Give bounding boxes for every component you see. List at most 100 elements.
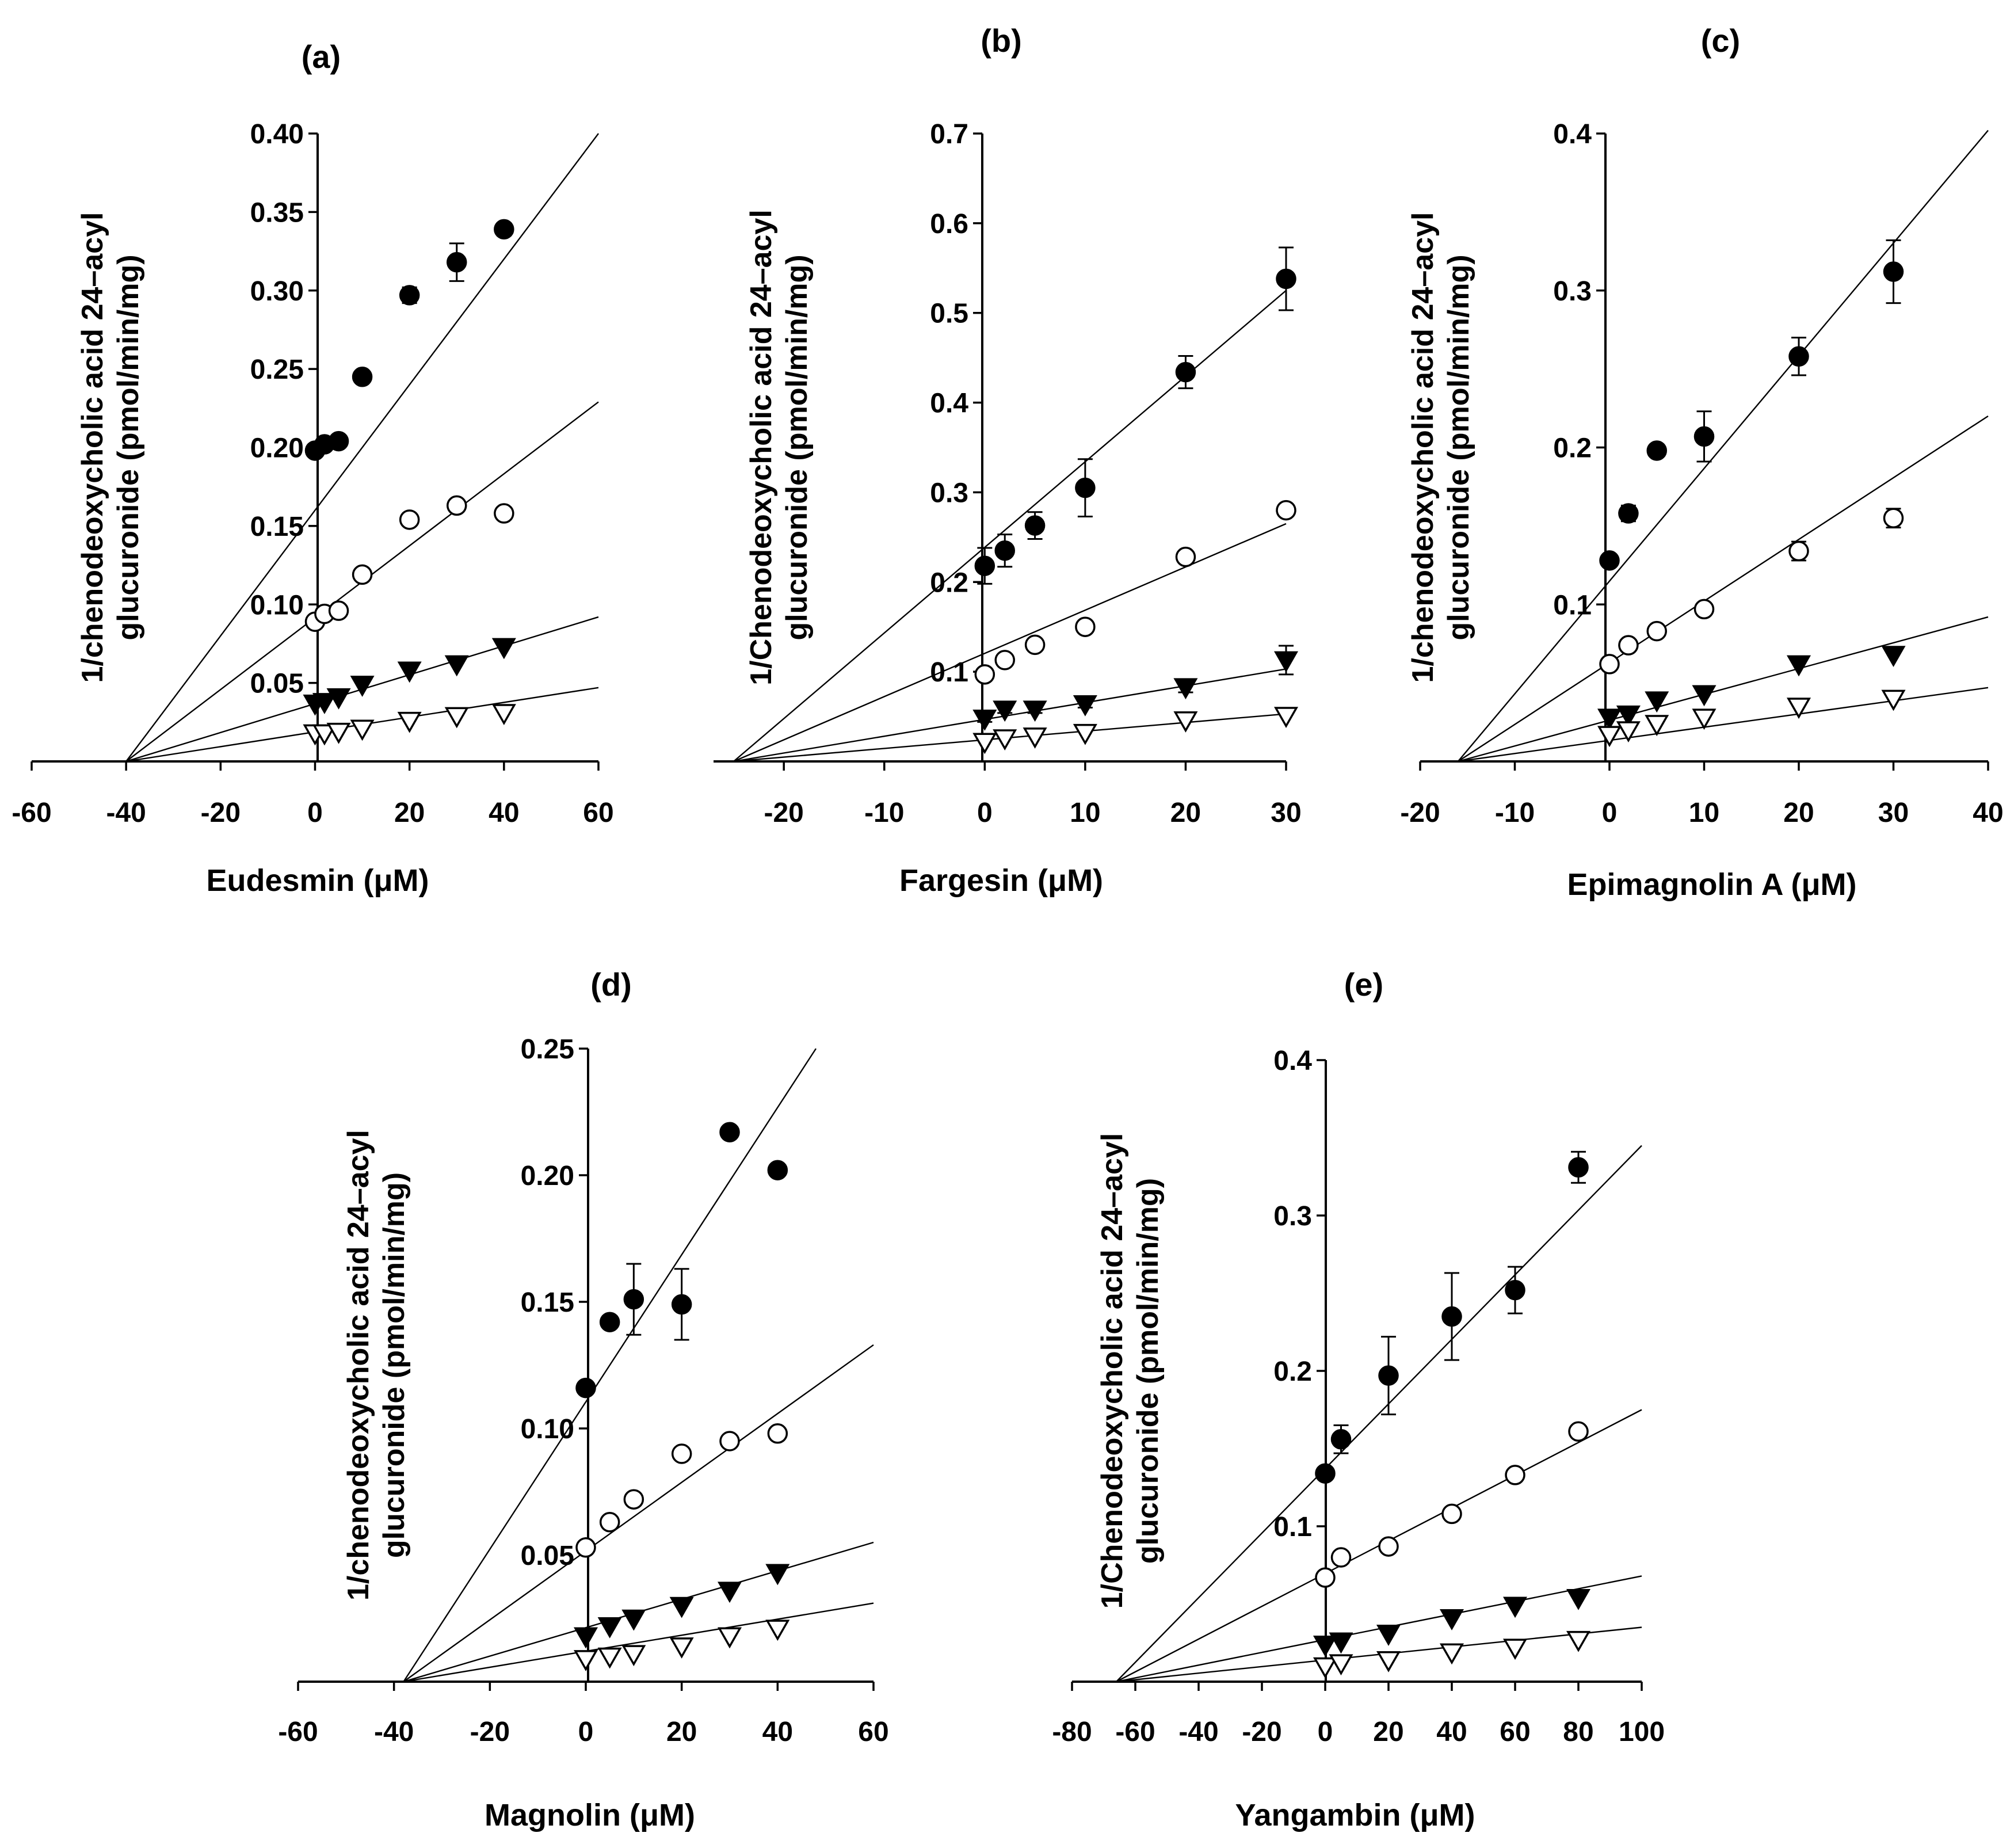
- x-tick-label: -20: [764, 798, 804, 828]
- data-point-open-triangle-down: [1329, 1654, 1353, 1676]
- data-point-open-circle: [575, 1537, 596, 1558]
- panel-title: (a): [302, 39, 341, 75]
- panel-title: (c): [1701, 22, 1740, 59]
- data-point-filled-triangle-down: [1439, 1609, 1464, 1630]
- x-tick-label: -10: [1495, 798, 1535, 828]
- y-axis-label: glucuronide (pmol/min/mg): [1131, 1178, 1165, 1564]
- data-point-filled-circle: [575, 1377, 596, 1399]
- y-tick-label: 0.7: [930, 119, 968, 150]
- y-tick-label: 0.20: [250, 433, 304, 464]
- y-axis-label: 1/Chenodeoxycholic acid 24–acyl: [745, 209, 778, 685]
- y-tick-label: 0.4: [930, 388, 968, 419]
- x-tick-label: 20: [1373, 1717, 1403, 1747]
- x-tick-label: 10: [1070, 798, 1100, 828]
- panel-4: (d) -60 -40 -20 0 20 40 60 0.05 0.10 0.15 0.20 0.25 M…: [278, 966, 888, 1832]
- data-point-open-circle: [994, 650, 1015, 670]
- x-tick-label: 10: [1689, 798, 1719, 828]
- fit-line: [1458, 415, 1989, 763]
- x-tick-label: 0: [1602, 798, 1618, 828]
- data-point-open-triangle-down: [326, 722, 351, 744]
- x-tick-label: 40: [1973, 798, 2003, 828]
- data-point-open-circle: [1024, 634, 1046, 656]
- data-point-open-circle: [399, 509, 420, 530]
- data-point-filled-circle: [1315, 1463, 1336, 1484]
- data-point-open-circle: [352, 564, 373, 585]
- data-point-filled-triangle-down: [1273, 651, 1299, 673]
- data-point-filled-triangle-down: [1645, 691, 1669, 713]
- data-point-filled-circle: [1646, 440, 1667, 461]
- data-point-filled-triangle-down: [1786, 655, 1811, 677]
- x-tick-label: 60: [583, 798, 613, 828]
- data-point-filled-circle: [1568, 1157, 1589, 1178]
- y-tick-label: 0.5: [930, 299, 968, 329]
- x-tick-label: 100: [1619, 1717, 1665, 1747]
- y-tick-label: 0.1: [1273, 1512, 1312, 1542]
- data-point-filled-triangle-down: [1566, 1588, 1591, 1610]
- x-tick-label: 30: [1271, 798, 1301, 828]
- panel-5: (e) -80 -60 -40 -20 0 20 40 60 80 100 0.1 0.2 0.3 0.4 Y…: [1052, 966, 1665, 1832]
- x-tick-label: 20: [1783, 798, 1814, 828]
- data-point-filled-triangle-down: [972, 709, 997, 731]
- fit-line: [403, 1344, 874, 1682]
- data-point-filled-triangle-down: [717, 1582, 742, 1603]
- data-point-filled-circle: [494, 219, 514, 240]
- data-point-filled-triangle-down: [597, 1617, 622, 1639]
- y-tick-label: 0.4: [1553, 119, 1592, 150]
- data-point-filled-circle: [1175, 361, 1196, 383]
- y-tick-label: 0.40: [250, 119, 304, 150]
- data-point-filled-triangle-down: [1173, 678, 1198, 700]
- data-point-open-triangle-down: [597, 1647, 622, 1669]
- data-point-filled-triangle-down: [1881, 646, 1906, 668]
- data-point-open-circle: [1883, 508, 1904, 528]
- data-point-open-triangle-down: [1273, 707, 1299, 729]
- data-point-filled-triangle-down: [993, 700, 1017, 722]
- data-point-open-triangle-down: [765, 1620, 790, 1641]
- data-point-filled-triangle-down: [1502, 1596, 1528, 1618]
- x-tick-label: 60: [858, 1717, 888, 1747]
- data-point-filled-triangle-down: [1073, 695, 1097, 717]
- data-point-filled-circle: [719, 1122, 740, 1142]
- fit-line: [125, 133, 599, 762]
- data-point-filled-circle: [994, 540, 1015, 561]
- data-point-open-triangle-down: [993, 729, 1017, 751]
- x-tick-label: 0: [578, 1717, 594, 1747]
- data-point-open-circle: [1330, 1547, 1352, 1568]
- data-point-filled-triangle-down: [1329, 1632, 1353, 1654]
- y-tick-label: 0.2: [930, 567, 968, 598]
- data-point-filled-triangle-down: [573, 1627, 598, 1649]
- data-point-open-circle: [1568, 1421, 1589, 1442]
- x-tick-label: -20: [201, 798, 241, 828]
- data-point-open-circle: [1276, 500, 1296, 521]
- data-point-open-circle: [599, 1512, 620, 1533]
- y-tick-label: 0.10: [521, 1414, 574, 1445]
- y-axis-label: glucuronide (pmol/min/mg): [112, 254, 145, 640]
- x-axis-label: Yangambin (μM): [1235, 1798, 1475, 1832]
- data-point-filled-triangle-down: [312, 693, 337, 714]
- x-tick-label: 0: [977, 798, 993, 828]
- data-point-filled-circle: [1441, 1306, 1462, 1327]
- x-tick-label: -80: [1052, 1717, 1092, 1747]
- data-point-open-circle: [1175, 546, 1196, 567]
- data-point-open-triangle-down: [1616, 721, 1641, 742]
- data-point-open-triangle-down: [1376, 1651, 1401, 1672]
- x-tick-label: 40: [489, 798, 519, 828]
- x-tick-label: 20: [1170, 798, 1201, 828]
- y-tick-label: 0.6: [930, 209, 968, 239]
- data-point-open-circle: [1693, 599, 1715, 620]
- x-tick-label: 80: [1563, 1717, 1593, 1747]
- data-point-filled-triangle-down: [1597, 708, 1622, 730]
- data-point-filled-triangle-down: [397, 661, 422, 683]
- y-tick-label: 0.2: [1273, 1357, 1312, 1387]
- x-tick-label: -60: [278, 1717, 318, 1747]
- data-point-filled-circle: [399, 285, 420, 306]
- y-tick-label: 0.25: [250, 355, 304, 385]
- y-tick-label: 0.25: [521, 1034, 574, 1065]
- data-point-filled-triangle-down: [1692, 685, 1717, 707]
- fit-line: [403, 1048, 817, 1682]
- y-tick-label: 0.4: [1273, 1046, 1312, 1076]
- y-tick-label: 0.3: [930, 478, 968, 508]
- data-point-open-triangle-down: [1881, 689, 1906, 711]
- data-point-filled-circle: [1276, 268, 1296, 289]
- data-point-filled-circle: [1599, 550, 1620, 571]
- fit-line: [1116, 1145, 1642, 1682]
